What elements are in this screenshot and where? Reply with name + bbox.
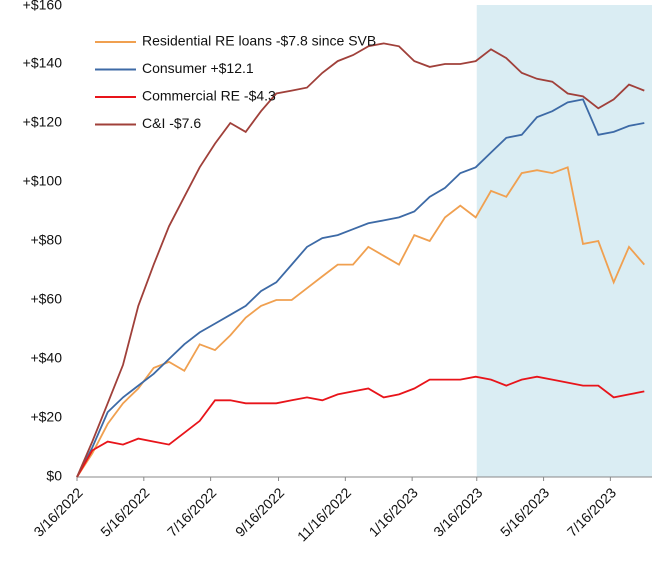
x-tick-label: 3/16/2023 xyxy=(430,484,486,540)
y-tick-label: $0 xyxy=(46,468,62,484)
series-line xyxy=(76,375,645,478)
y-tick-label: +$140 xyxy=(23,55,63,71)
highlight-region xyxy=(476,5,652,477)
legend-label: Residential RE loans -$7.8 since SVB xyxy=(142,33,376,49)
y-tick-label: +$120 xyxy=(23,114,63,130)
series-line xyxy=(76,166,645,478)
y-tick-label: +$60 xyxy=(30,291,62,307)
legend-label: Commercial RE -$4.3 xyxy=(142,88,276,104)
legend-label: C&I -$7.6 xyxy=(142,115,201,131)
legend-label: Consumer +$12.1 xyxy=(142,60,254,76)
y-tick-label: +$100 xyxy=(23,173,63,189)
x-tick-label: 7/16/2023 xyxy=(564,484,620,540)
x-tick-label: 5/16/2022 xyxy=(97,484,153,540)
y-tick-label: +$20 xyxy=(30,409,62,425)
x-tick-label: 3/16/2022 xyxy=(30,484,86,540)
y-tick-label: +$40 xyxy=(30,350,62,366)
y-tick-label: +$160 xyxy=(23,0,63,13)
series-line xyxy=(76,42,645,478)
x-tick-label: 9/16/2022 xyxy=(232,484,288,540)
x-tick-label: 7/16/2022 xyxy=(164,484,220,540)
x-tick-label: 11/16/2022 xyxy=(294,484,354,544)
x-tick-label: 5/16/2023 xyxy=(497,484,553,540)
series-line xyxy=(76,98,645,478)
x-tick-label: 1/16/2023 xyxy=(366,484,422,540)
y-tick-label: +$80 xyxy=(30,232,62,248)
